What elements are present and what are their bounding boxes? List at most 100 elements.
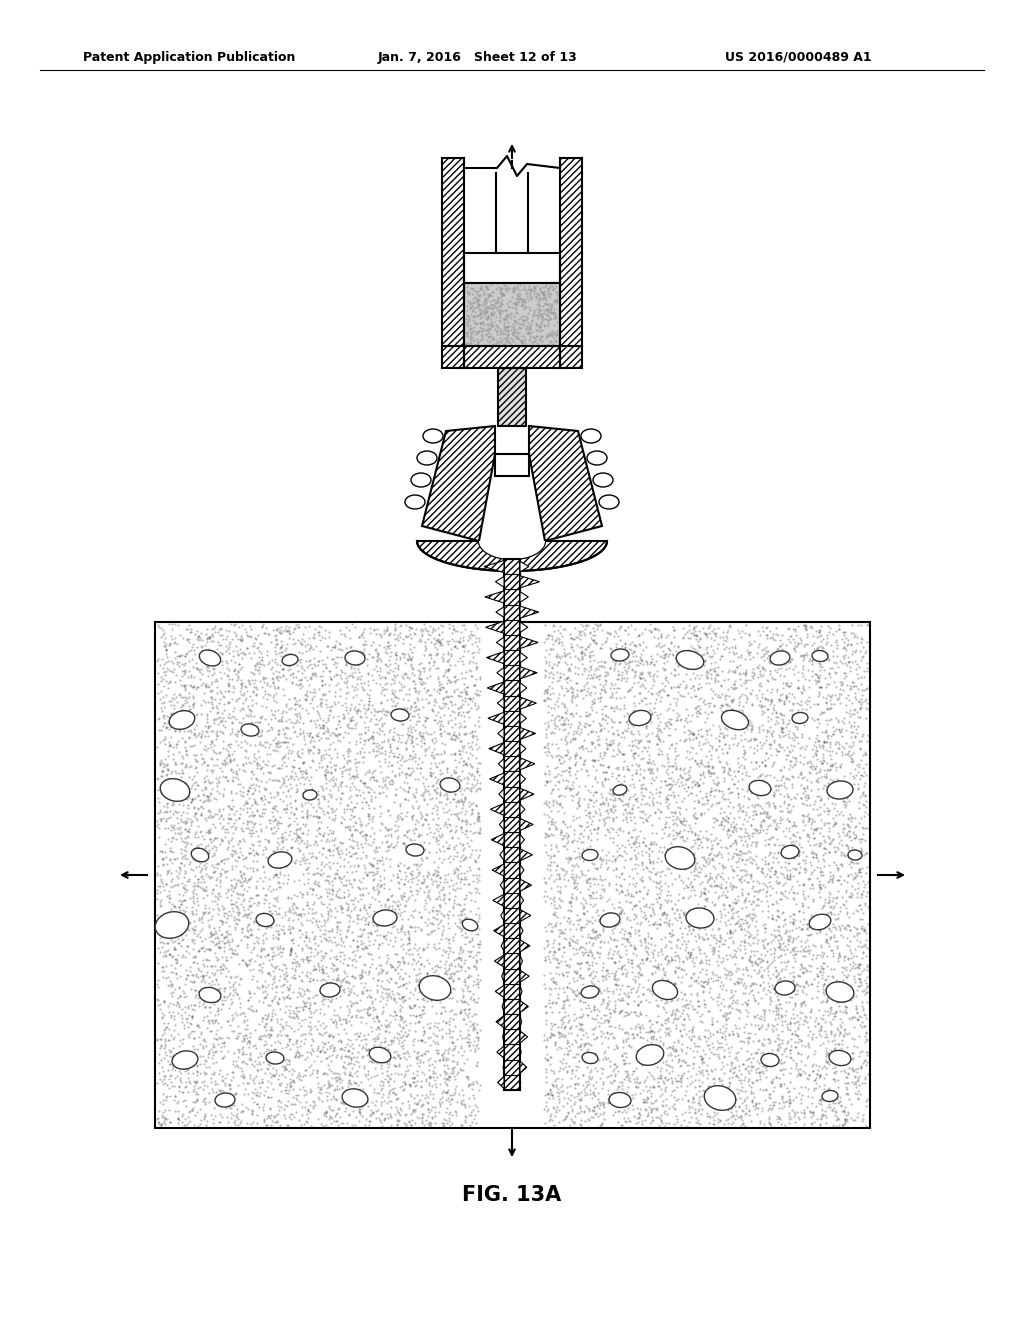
Point (687, 1102, 703, 1123)
Point (561, 624, 578, 645)
Point (249, 653, 265, 675)
Point (314, 665, 331, 686)
Point (160, 1051, 176, 1072)
Point (766, 751, 782, 772)
Point (725, 898, 741, 919)
Point (351, 813, 368, 834)
Point (827, 812, 844, 833)
Point (424, 803, 440, 824)
Point (730, 999, 746, 1020)
Point (724, 698, 740, 719)
Point (547, 1035, 563, 1056)
Point (159, 763, 175, 784)
Point (848, 826, 864, 847)
Point (397, 1022, 414, 1043)
Point (721, 642, 737, 663)
Point (148, 810, 165, 832)
Point (768, 960, 784, 981)
Point (570, 1036, 587, 1057)
Point (762, 987, 778, 1008)
Point (214, 931, 230, 952)
Point (551, 793, 567, 814)
Point (399, 697, 416, 718)
Point (684, 776, 700, 797)
Point (310, 788, 327, 809)
Point (312, 696, 329, 717)
Point (302, 1081, 318, 1102)
Point (297, 1048, 313, 1069)
Point (252, 708, 268, 729)
Point (317, 911, 334, 932)
Point (298, 837, 314, 858)
Point (325, 960, 341, 981)
Point (432, 888, 449, 909)
Point (429, 711, 445, 733)
Point (305, 1031, 322, 1052)
Point (223, 874, 240, 895)
Point (544, 672, 560, 693)
Polygon shape (520, 818, 534, 830)
Point (222, 966, 239, 987)
Point (547, 693, 563, 714)
Point (232, 631, 249, 652)
Point (614, 1088, 631, 1109)
Point (549, 619, 565, 640)
Point (820, 1044, 837, 1065)
Point (748, 1061, 764, 1082)
Point (602, 948, 618, 969)
Point (588, 781, 604, 803)
Point (282, 1077, 298, 1098)
Point (364, 763, 380, 784)
Point (286, 768, 302, 789)
Point (394, 833, 411, 854)
Point (590, 1088, 606, 1109)
Point (465, 726, 481, 747)
Point (685, 723, 701, 744)
Point (417, 706, 433, 727)
Point (565, 1003, 582, 1024)
Point (617, 1111, 634, 1133)
Point (349, 939, 366, 960)
Point (243, 941, 259, 962)
Point (274, 781, 291, 803)
Point (361, 1074, 378, 1096)
Point (322, 920, 338, 941)
Point (227, 876, 244, 898)
Point (329, 978, 345, 999)
Point (210, 631, 226, 652)
Point (283, 940, 299, 961)
Point (690, 990, 707, 1011)
Point (183, 710, 200, 731)
Point (767, 1008, 783, 1030)
Point (242, 1041, 258, 1063)
Point (621, 891, 637, 912)
Point (551, 939, 567, 960)
Point (741, 669, 758, 690)
Point (241, 787, 257, 808)
Point (413, 631, 429, 652)
Point (725, 931, 741, 952)
Point (157, 729, 173, 750)
Point (467, 631, 483, 652)
Point (675, 871, 691, 892)
Point (826, 812, 843, 833)
Point (301, 981, 317, 1002)
Point (777, 635, 794, 656)
Point (280, 1053, 296, 1074)
Point (737, 887, 754, 908)
Point (419, 847, 435, 869)
Point (581, 957, 597, 978)
Point (214, 651, 230, 672)
Point (547, 1105, 563, 1126)
Point (659, 1068, 676, 1089)
Point (660, 793, 677, 814)
Point (404, 645, 421, 667)
Point (440, 660, 457, 681)
Point (392, 936, 409, 957)
Point (251, 1097, 267, 1118)
Point (427, 862, 443, 883)
Point (353, 1105, 370, 1126)
Point (239, 733, 255, 754)
Point (718, 1014, 734, 1035)
Point (422, 657, 438, 678)
